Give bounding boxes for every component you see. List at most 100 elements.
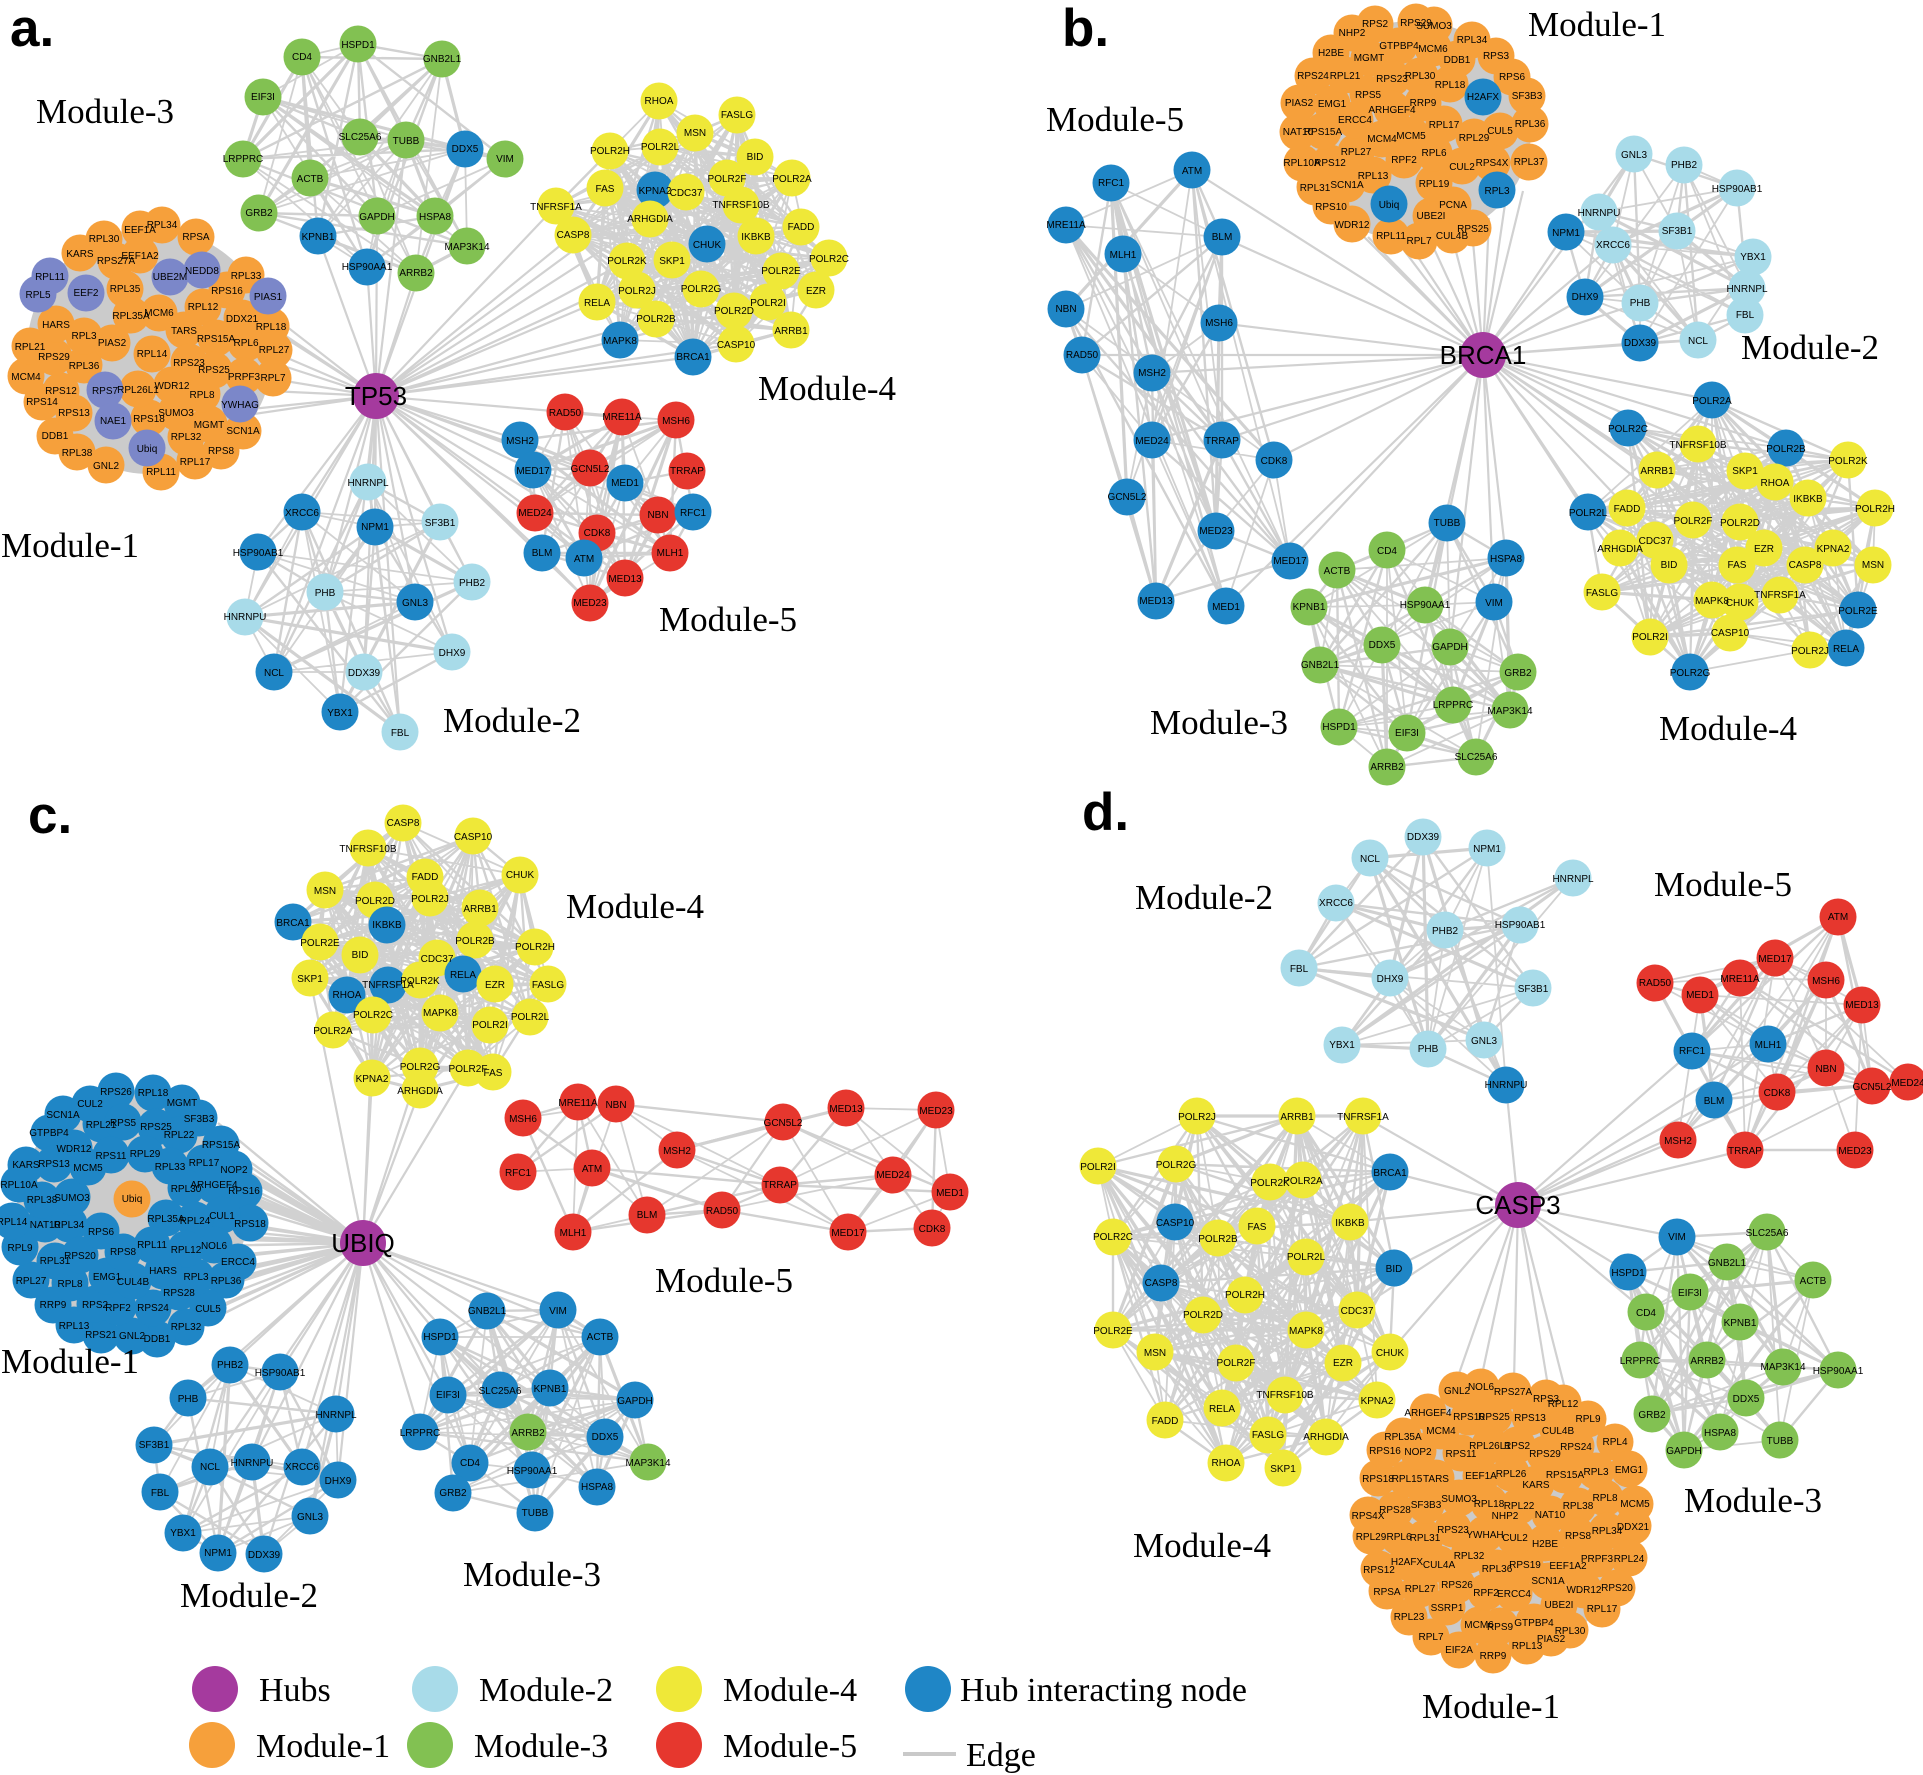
- svg-text:SSRP1: SSRP1: [1431, 1603, 1464, 1614]
- svg-text:KPNB1: KPNB1: [302, 232, 335, 243]
- svg-text:TNFRSF10B: TNFRSF10B: [712, 200, 770, 211]
- svg-text:GNL2: GNL2: [1444, 1386, 1471, 1397]
- svg-text:PHB2: PHB2: [1671, 160, 1698, 171]
- svg-text:POLR2F: POLR2F: [1674, 516, 1713, 527]
- svg-text:CUL4B: CUL4B: [1436, 231, 1469, 242]
- svg-text:SLC25A6: SLC25A6: [1455, 752, 1498, 763]
- svg-text:Ubiq: Ubiq: [1379, 200, 1400, 211]
- svg-text:TNFRSF1A: TNFRSF1A: [362, 980, 414, 991]
- svg-text:MCM4: MCM4: [1367, 134, 1397, 145]
- svg-text:EMG1: EMG1: [1318, 99, 1347, 110]
- svg-text:SUMO3: SUMO3: [1416, 21, 1452, 32]
- svg-text:IKBKB: IKBKB: [741, 232, 771, 243]
- svg-text:BID: BID: [747, 152, 764, 163]
- svg-text:MSH6: MSH6: [662, 416, 690, 427]
- svg-text:RPL36: RPL36: [1482, 1564, 1513, 1575]
- svg-text:SLC25A6: SLC25A6: [479, 1386, 522, 1397]
- svg-text:POLR2H: POLR2H: [1855, 504, 1895, 515]
- svg-text:POLR2G: POLR2G: [1156, 1160, 1197, 1171]
- svg-text:RPL37: RPL37: [1514, 157, 1545, 168]
- svg-text:RPL33: RPL33: [155, 1162, 186, 1173]
- svg-text:H2BE: H2BE: [1318, 48, 1344, 59]
- svg-text:MCM5: MCM5: [1396, 131, 1426, 142]
- svg-text:KARS: KARS: [1522, 1480, 1550, 1491]
- svg-text:RPL18: RPL18: [1474, 1499, 1505, 1510]
- svg-text:RPL13: RPL13: [1358, 171, 1389, 182]
- svg-text:RPL38: RPL38: [62, 448, 93, 459]
- svg-text:Module-5: Module-5: [1654, 865, 1792, 904]
- svg-text:CDC37: CDC37: [1341, 1306, 1374, 1317]
- svg-text:RPL30: RPL30: [171, 1184, 202, 1195]
- svg-text:RPL32: RPL32: [1454, 1551, 1485, 1562]
- svg-text:Module-1: Module-1: [1, 1342, 139, 1381]
- svg-text:NPM1: NPM1: [204, 1548, 232, 1559]
- svg-text:BLM: BLM: [1704, 1096, 1725, 1107]
- svg-text:ERCC4: ERCC4: [221, 1257, 255, 1268]
- svg-text:RPS11: RPS11: [1446, 1449, 1477, 1460]
- svg-text:RPL3: RPL3: [71, 331, 96, 342]
- svg-text:RPL35: RPL35: [110, 284, 141, 295]
- svg-text:RPL32: RPL32: [171, 1322, 202, 1333]
- svg-text:FADD: FADD: [788, 222, 815, 233]
- svg-text:RELA: RELA: [584, 298, 610, 309]
- svg-text:FAS: FAS: [596, 184, 615, 195]
- svg-text:RPL6: RPL6: [1386, 1532, 1411, 1543]
- svg-text:CD4: CD4: [460, 1458, 480, 1469]
- svg-text:BRCA1: BRCA1: [1440, 340, 1527, 370]
- svg-text:DDX5: DDX5: [1369, 640, 1396, 651]
- svg-text:RRP9: RRP9: [1480, 1651, 1507, 1662]
- svg-text:DDB1: DDB1: [1444, 55, 1471, 66]
- svg-text:Module-2: Module-2: [180, 1576, 318, 1615]
- svg-text:MSH2: MSH2: [1664, 1136, 1692, 1147]
- svg-text:CUL5: CUL5: [195, 1304, 221, 1315]
- svg-text:POLR2A: POLR2A: [772, 174, 812, 185]
- svg-text:CD4: CD4: [1636, 1308, 1656, 1319]
- svg-text:RPS10: RPS10: [1453, 1412, 1485, 1423]
- svg-text:RPL34: RPL34: [1592, 1526, 1623, 1537]
- svg-text:EIF2A: EIF2A: [1445, 1645, 1473, 1656]
- svg-text:SCN1A: SCN1A: [226, 426, 260, 437]
- svg-text:HSP90AB1: HSP90AB1: [255, 1368, 306, 1379]
- svg-text:CUL1: CUL1: [209, 1211, 235, 1222]
- svg-text:XRCC6: XRCC6: [285, 1462, 319, 1473]
- svg-text:MAP3K14: MAP3K14: [625, 1458, 670, 1469]
- svg-text:RPS15A: RPS15A: [202, 1140, 241, 1151]
- svg-text:MAPK8: MAPK8: [423, 1008, 457, 1019]
- svg-text:TP53: TP53: [345, 381, 407, 411]
- svg-text:UBE2M: UBE2M: [153, 272, 187, 283]
- svg-text:MCM6: MCM6: [144, 308, 174, 319]
- svg-text:MED13: MED13: [1139, 596, 1173, 607]
- svg-text:RPS15A: RPS15A: [197, 334, 236, 345]
- svg-text:FADD: FADD: [1614, 504, 1641, 515]
- svg-text:Module-4: Module-4: [1133, 1526, 1271, 1565]
- svg-text:RPL27: RPL27: [1405, 1584, 1436, 1595]
- svg-text:EIF3I: EIF3I: [1678, 1288, 1702, 1299]
- svg-text:RPL4: RPL4: [1602, 1437, 1627, 1448]
- svg-text:HSP90AA1: HSP90AA1: [1400, 600, 1451, 611]
- svg-text:PHB: PHB: [315, 588, 336, 599]
- svg-text:BID: BID: [352, 950, 369, 961]
- svg-text:Module-5: Module-5: [655, 1261, 793, 1300]
- svg-text:RPS11: RPS11: [96, 1151, 127, 1162]
- svg-text:CHUK: CHUK: [506, 870, 535, 881]
- svg-text:Module-1: Module-1: [256, 1728, 390, 1765]
- svg-text:IKBKB: IKBKB: [372, 920, 402, 931]
- svg-text:KARS: KARS: [66, 249, 94, 260]
- svg-text:RPL12: RPL12: [188, 302, 219, 313]
- svg-text:Module-4: Module-4: [723, 1672, 857, 1709]
- svg-text:HSP90AA1: HSP90AA1: [342, 262, 393, 273]
- svg-text:CD4: CD4: [1377, 546, 1397, 557]
- svg-text:RPS23: RPS23: [1376, 74, 1408, 85]
- svg-text:ARHGDIA: ARHGDIA: [1597, 544, 1643, 555]
- svg-text:GNL2: GNL2: [119, 1331, 146, 1342]
- svg-text:POLR2D: POLR2D: [1183, 1310, 1223, 1321]
- svg-text:KARS: KARS: [12, 1160, 40, 1171]
- svg-text:MED17: MED17: [1758, 954, 1792, 965]
- svg-text:MED23: MED23: [1199, 526, 1233, 537]
- svg-text:MED24: MED24: [518, 508, 552, 519]
- svg-text:POLR2J: POLR2J: [618, 286, 656, 297]
- svg-text:RPL17: RPL17: [1429, 120, 1460, 131]
- svg-text:EEF2: EEF2: [73, 288, 98, 299]
- svg-text:BLM: BLM: [637, 1210, 658, 1221]
- svg-text:HSPA8: HSPA8: [581, 1482, 613, 1493]
